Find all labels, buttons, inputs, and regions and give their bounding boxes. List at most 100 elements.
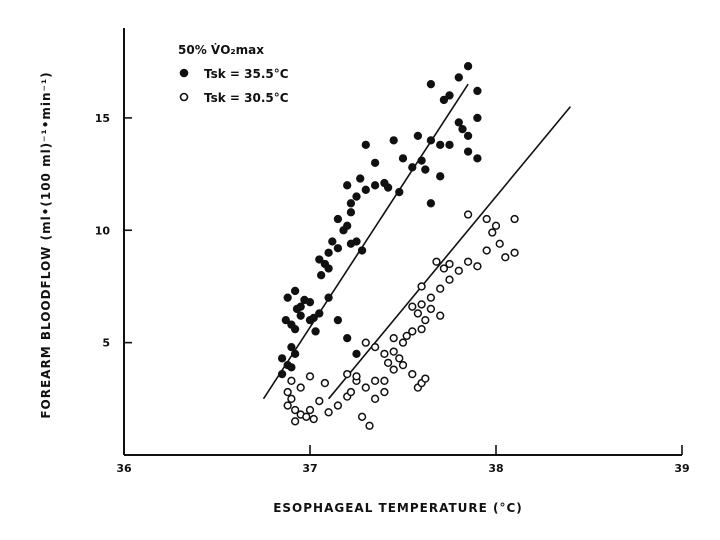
data-point-open [333, 401, 343, 410]
data-point-filled [343, 181, 352, 190]
y-tick-label: 15 [95, 112, 110, 125]
data-point-filled [417, 156, 426, 165]
data-point-open [421, 316, 430, 325]
axes [123, 28, 682, 456]
data-point-open [290, 405, 300, 415]
data-point-open [426, 293, 436, 302]
data-point-open [346, 387, 356, 397]
data-point-open [436, 311, 445, 320]
data-point-open [380, 349, 389, 359]
data-point-open [305, 405, 315, 415]
legend-label-filled: Tsk = 35.5°C [204, 67, 289, 81]
data-point-open [445, 275, 454, 284]
data-point-filled [445, 140, 454, 150]
data-point-filled [389, 136, 398, 145]
data-point-open [413, 309, 423, 318]
data-point-filled [439, 95, 449, 105]
data-point-filled [287, 363, 296, 372]
data-point-open [421, 374, 430, 383]
data-points [277, 62, 519, 430]
data-point-filled [352, 192, 361, 201]
data-point-filled [426, 136, 436, 145]
data-point-open [408, 369, 417, 379]
data-point-open [463, 257, 473, 266]
data-point-filled [311, 327, 320, 336]
data-point-filled [343, 221, 352, 230]
data-point-open [389, 365, 398, 374]
data-point-open [463, 210, 473, 219]
y-tick-label: 5 [102, 337, 110, 350]
data-point-filled [361, 140, 370, 150]
x-tick-label: 36 [116, 462, 132, 475]
data-point-filled [436, 172, 445, 181]
data-point-open [315, 396, 324, 406]
data-point-filled [283, 293, 292, 302]
data-point-open [383, 358, 393, 368]
data-point-filled [454, 73, 463, 82]
data-point-filled [473, 86, 482, 96]
data-point-filled [473, 154, 482, 163]
data-point-filled [296, 302, 305, 311]
x-tick-label: 38 [488, 462, 503, 475]
data-point-filled [356, 174, 365, 183]
data-point-open [488, 228, 497, 237]
data-point-filled [287, 320, 296, 329]
data-point-filled [290, 349, 300, 359]
data-point-open [343, 369, 352, 379]
data-point-open [432, 257, 441, 266]
data-point-filled [317, 271, 326, 280]
data-point-filled [413, 131, 423, 141]
x-ticks: 36 37 38 39 [116, 445, 690, 475]
data-point-open [389, 347, 398, 356]
data-point-filled [398, 154, 408, 163]
data-point-filled [277, 369, 287, 379]
data-point-filled [281, 316, 290, 325]
data-point-filled [463, 131, 473, 141]
data-point-open [380, 387, 389, 397]
data-point-open [352, 372, 361, 381]
data-point-filled [421, 165, 430, 174]
data-point-filled [343, 333, 352, 343]
data-point-open [408, 327, 417, 336]
legend-label-open: Tsk = 30.5°C [204, 91, 289, 105]
data-point-open [495, 239, 504, 248]
data-point-filled [370, 181, 380, 190]
data-point-filled [395, 187, 404, 197]
data-point-filled [458, 124, 467, 134]
data-point-filled [463, 147, 473, 156]
data-point-open [454, 266, 463, 275]
data-point-filled [290, 286, 300, 296]
data-point-open [296, 383, 305, 392]
data-point-filled [328, 237, 337, 246]
data-point-open [290, 417, 300, 426]
data-point-filled [346, 239, 356, 248]
data-point-filled [287, 342, 296, 352]
data-point-open [482, 246, 491, 255]
fit-line-filled [262, 83, 469, 400]
data-point-open [398, 360, 408, 370]
data-point-open [324, 408, 333, 417]
data-point-open [365, 421, 374, 430]
data-point-filled [333, 244, 343, 253]
data-point-filled [426, 80, 436, 89]
data-point-open [287, 376, 296, 385]
fit-line-open [327, 106, 572, 400]
data-point-open [380, 376, 389, 385]
data-point-filled [346, 208, 356, 217]
fit-lines [262, 83, 572, 400]
data-point-open [439, 264, 449, 273]
data-point-open [283, 401, 292, 410]
data-point-filled [408, 163, 417, 172]
data-point-filled [324, 248, 333, 257]
data-point-filled [346, 199, 356, 208]
data-point-open [395, 354, 404, 363]
y-axis-label: FOREARM BLOODFLOW (ml•(100 ml)⁻¹•min⁻¹) [39, 71, 53, 418]
data-point-open [287, 394, 296, 403]
legend: 50% V̇O₂max Tsk = 35.5°C Tsk = 30.5°C [178, 43, 289, 105]
data-point-open [491, 221, 501, 230]
data-point-filled [305, 316, 315, 325]
data-point-open [426, 304, 436, 314]
data-point-open [417, 324, 426, 334]
data-point-open [370, 376, 380, 385]
x-tick-label: 39 [674, 462, 689, 475]
